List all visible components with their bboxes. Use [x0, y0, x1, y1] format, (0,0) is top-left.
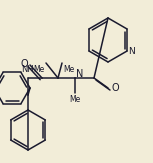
Text: Me: Me — [34, 65, 45, 74]
Text: NH: NH — [22, 65, 34, 74]
Text: O: O — [111, 83, 119, 93]
Text: Me: Me — [69, 95, 81, 104]
Text: N: N — [128, 46, 135, 55]
Text: N: N — [76, 69, 83, 79]
Text: Me: Me — [63, 65, 74, 74]
Text: O: O — [20, 59, 28, 69]
